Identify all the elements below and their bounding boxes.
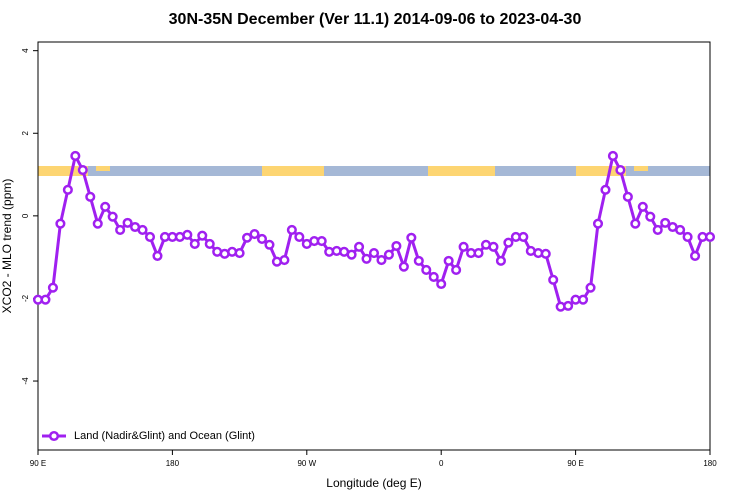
data-point — [615, 164, 626, 176]
chart-title: 30N-35N December (Ver 11.1) 2014-09-06 t… — [169, 11, 582, 28]
data-point — [645, 211, 656, 222]
data-point — [286, 224, 297, 235]
x-tick-label: 90 E — [30, 459, 46, 468]
data-point — [376, 254, 387, 266]
data-point — [189, 238, 200, 249]
x-tick-label: 90 E — [567, 459, 583, 468]
data-point — [578, 294, 589, 305]
data-point — [585, 282, 596, 293]
data-point — [294, 231, 305, 242]
y-tick-label: -2 — [21, 294, 30, 302]
data-point — [600, 184, 611, 195]
data-point — [383, 249, 394, 260]
data-point — [152, 250, 163, 261]
data-point — [354, 241, 365, 252]
data-point — [473, 247, 484, 259]
data-point — [451, 264, 462, 276]
data-point — [47, 282, 58, 293]
land-band — [428, 166, 495, 176]
data-point — [704, 231, 716, 242]
data-point — [458, 241, 469, 252]
data-point — [361, 253, 372, 264]
x-tick-label: 180 — [703, 459, 717, 468]
data-point — [77, 164, 88, 176]
data-point — [137, 224, 148, 235]
data-point — [660, 217, 671, 228]
data-point — [182, 229, 193, 240]
legend-marker — [48, 430, 60, 442]
y-tick-label: 0 — [21, 213, 30, 218]
data-point — [503, 237, 514, 248]
y-tick-label: 2 — [21, 130, 30, 135]
ocean-band — [38, 166, 710, 176]
data-point — [40, 294, 51, 305]
data-point — [607, 150, 618, 162]
data-point — [518, 231, 529, 242]
data-point — [144, 231, 156, 242]
y-axis-title: XCO2 - MLO trend (ppm) — [0, 179, 14, 314]
data-point — [540, 248, 551, 259]
data-point — [443, 255, 454, 266]
x-tick-label: 90 W — [297, 459, 316, 468]
land-band — [634, 166, 648, 171]
data-point — [413, 255, 424, 266]
land-band — [38, 166, 88, 176]
data-point — [368, 247, 380, 259]
y-tick-label: -4 — [21, 377, 30, 385]
data-point — [675, 224, 686, 235]
data-point — [256, 233, 268, 245]
data-point — [495, 255, 506, 266]
data-point — [279, 254, 290, 266]
land-band — [576, 166, 626, 176]
data-point — [488, 241, 499, 252]
data-point — [62, 184, 73, 195]
data-point — [421, 264, 432, 276]
data-point — [204, 238, 215, 249]
data-point — [242, 232, 253, 243]
data-point — [630, 218, 641, 229]
land-band — [262, 166, 324, 176]
land-band — [96, 166, 110, 171]
data-point — [592, 218, 604, 229]
data-point — [690, 250, 701, 261]
data-point — [391, 240, 402, 252]
data-point — [122, 217, 133, 228]
legend-label: Land (Nadir&Glint) and Ocean (Glint) — [74, 430, 255, 442]
plot-frame — [37, 41, 711, 451]
data-point — [682, 231, 693, 242]
data-point — [100, 201, 111, 212]
x-tick-label: 0 — [439, 459, 444, 468]
data-point — [264, 239, 275, 250]
data-point — [92, 218, 103, 229]
x-tick-label: 180 — [166, 459, 180, 468]
data-point — [428, 271, 439, 283]
data-point — [622, 191, 633, 202]
land-ocean-band — [38, 166, 710, 176]
data-point — [548, 274, 559, 285]
data-point — [563, 300, 574, 311]
data-point — [436, 278, 447, 290]
data-point — [234, 247, 245, 259]
data-point — [316, 235, 327, 247]
data-point — [398, 261, 409, 272]
y-tick-label: 4 — [21, 48, 30, 53]
data-point — [55, 218, 66, 229]
data-point — [115, 224, 126, 235]
data-point — [346, 249, 357, 260]
data-point — [85, 191, 96, 202]
data-point — [652, 224, 663, 235]
data-point — [70, 150, 81, 162]
data-point — [406, 232, 417, 243]
data-point — [107, 211, 118, 222]
data-point — [249, 228, 260, 240]
x-axis-title: Longitude (deg E) — [326, 476, 421, 490]
data-point — [197, 230, 208, 241]
data-point — [637, 201, 648, 212]
